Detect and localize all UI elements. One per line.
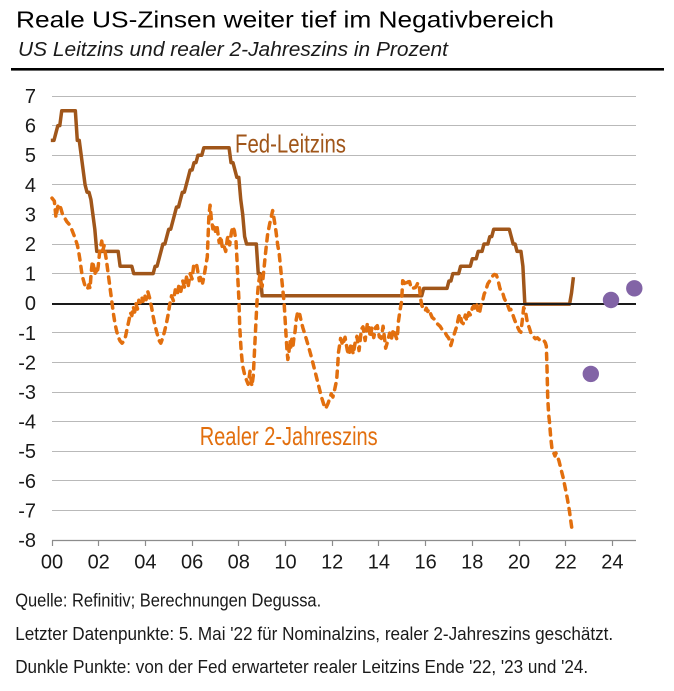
svg-text:24: 24 [601,552,623,574]
svg-text:-1: -1 [18,323,36,345]
svg-text:12: 12 [321,552,343,574]
svg-text:-5: -5 [18,441,36,463]
svg-text:0: 0 [25,293,36,315]
svg-text:06: 06 [181,552,203,574]
svg-text:-6: -6 [18,471,36,493]
svg-text:08: 08 [228,552,250,574]
svg-text:US Leitzins und realer 2-Jahre: US Leitzins und realer 2-Jahreszins in P… [18,39,450,61]
svg-text:00: 00 [41,552,63,574]
svg-text:18: 18 [461,552,483,574]
svg-text:10: 10 [274,552,296,574]
svg-text:Realer 2-Jahreszins: Realer 2-Jahreszins [200,421,378,451]
svg-text:3: 3 [25,204,36,226]
svg-text:5: 5 [25,145,36,167]
svg-text:Quelle: Refinitiv; Berechnunge: Quelle: Refinitiv; Berechnungen Degussa. [15,591,321,611]
svg-text:-7: -7 [18,500,36,522]
svg-text:Reale US-Zinsen weiter tief im: Reale US-Zinsen weiter tief im Negativbe… [16,7,554,33]
svg-text:22: 22 [555,552,577,574]
svg-text:-4: -4 [18,412,36,434]
svg-text:-3: -3 [18,382,36,404]
svg-text:6: 6 [25,116,36,138]
svg-text:4: 4 [25,175,36,197]
svg-text:7: 7 [25,86,36,108]
svg-text:02: 02 [88,552,110,574]
svg-text:Letzter Datenpunkte: 5. Mai '2: Letzter Datenpunkte: 5. Mai '22 für Nomi… [15,624,613,644]
svg-text:-8: -8 [18,530,36,552]
svg-text:Dunkle Punkte: von der Fed erw: Dunkle Punkte: von der Fed erwarteter re… [15,657,588,677]
svg-text:20: 20 [508,552,530,574]
svg-text:04: 04 [134,552,156,574]
svg-text:14: 14 [368,552,390,574]
svg-text:2: 2 [25,234,36,256]
svg-text:-2: -2 [18,352,36,374]
svg-text:16: 16 [414,552,436,574]
svg-text:Fed-Leitzins: Fed-Leitzins [235,129,346,159]
svg-text:1: 1 [25,264,36,286]
